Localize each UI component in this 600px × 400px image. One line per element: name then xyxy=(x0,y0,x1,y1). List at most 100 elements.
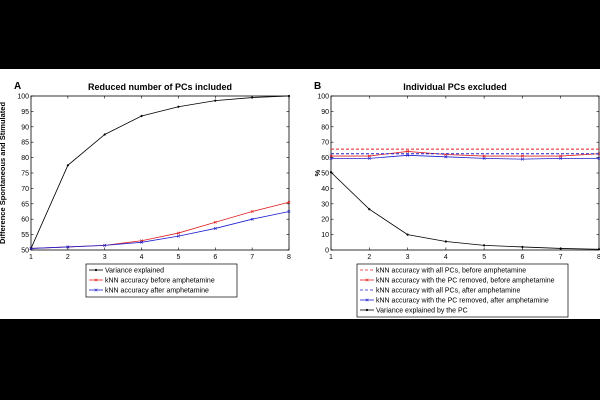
data-point xyxy=(482,154,486,158)
data-point xyxy=(444,240,447,243)
data-point xyxy=(250,217,254,221)
legend-marker xyxy=(365,298,369,302)
marker-stroke xyxy=(520,154,524,158)
marker-stroke xyxy=(406,153,410,157)
data-point xyxy=(559,154,563,158)
data-point xyxy=(213,226,217,230)
legend-label: Variance explained by the PC xyxy=(376,308,468,315)
legend-marker xyxy=(365,278,369,282)
axes-box xyxy=(330,95,600,251)
data-point xyxy=(213,220,217,224)
series-line xyxy=(330,171,600,250)
y-tick-label: 50 xyxy=(321,171,329,178)
x-tick-label: 1 xyxy=(329,254,333,261)
x-tick-label: 1 xyxy=(29,254,33,261)
chart-title: Individual PCs excluded xyxy=(403,82,507,92)
y-tick-label: 10 xyxy=(321,232,329,239)
legend-label: Variance explained xyxy=(105,268,164,275)
legend-marker xyxy=(94,268,98,272)
marker-stroke xyxy=(329,156,333,160)
x-tick-label: 2 xyxy=(367,254,371,261)
data-point xyxy=(368,208,371,211)
legend-label: kNN accuracy with the PC removed, before… xyxy=(376,278,555,285)
legend-marker xyxy=(365,308,369,312)
x-tick-label: 4 xyxy=(140,254,144,261)
data-point xyxy=(103,243,107,247)
x-tick-label: 6 xyxy=(520,254,524,261)
marker-stroke xyxy=(213,226,217,230)
series-1 xyxy=(29,94,291,250)
marker-stroke xyxy=(140,240,144,244)
y-tick-label: 55 xyxy=(21,232,29,239)
x-tick-label: 7 xyxy=(250,254,254,261)
x-tick-label: 4 xyxy=(444,254,448,261)
data-point xyxy=(214,99,217,102)
data-point xyxy=(406,233,409,236)
x-tick-label: 3 xyxy=(103,254,107,261)
x-tick-label: 8 xyxy=(287,254,291,261)
series-2 xyxy=(29,200,291,250)
data-point xyxy=(444,155,448,159)
y-tick-label: 100 xyxy=(17,94,29,101)
series-line xyxy=(30,95,290,249)
marker-stroke xyxy=(250,209,254,214)
y-tick-label: 75 xyxy=(21,171,29,178)
legend-label: kNN accuracy with the PC removed, after … xyxy=(376,298,549,305)
marker-stroke xyxy=(29,246,33,250)
x-tick-label: 3 xyxy=(406,254,410,261)
y-tick-label: 20 xyxy=(321,217,329,224)
y-tick-label: 70 xyxy=(321,140,329,147)
panel-letter: A xyxy=(14,81,21,92)
data-point xyxy=(176,231,180,235)
y-tick-label: 50 xyxy=(21,248,29,255)
y-axis-label: % xyxy=(313,169,322,176)
data-point xyxy=(251,96,254,99)
data-point xyxy=(287,200,291,204)
data-point xyxy=(559,247,562,250)
y-tick-label: 100 xyxy=(317,94,329,101)
data-point xyxy=(103,133,106,136)
series-2 xyxy=(329,149,600,158)
legend-marker xyxy=(94,288,98,292)
marker-stroke xyxy=(287,200,291,204)
marker-stroke xyxy=(367,154,371,158)
x-tick-label: 8 xyxy=(597,254,600,261)
data-point xyxy=(367,156,371,160)
panel-letter: B xyxy=(314,81,321,92)
series-4 xyxy=(329,153,600,161)
marker-stroke xyxy=(329,154,333,158)
legend-box xyxy=(356,263,569,318)
series-line xyxy=(30,201,290,249)
y-tick-label: 65 xyxy=(21,201,29,208)
marker-stroke xyxy=(66,245,70,249)
marker-stroke xyxy=(482,156,486,160)
data-point xyxy=(66,164,69,167)
data-point xyxy=(177,105,180,108)
series-line xyxy=(331,151,600,157)
marker-stroke xyxy=(444,155,448,159)
data-point xyxy=(287,209,291,214)
series-5 xyxy=(329,171,600,251)
data-point xyxy=(140,240,144,244)
data-point xyxy=(29,246,33,250)
y-tick-label: 90 xyxy=(21,124,29,131)
marker-stroke xyxy=(250,217,254,221)
data-point xyxy=(287,94,291,98)
y-tick-label: 70 xyxy=(21,186,29,193)
marker-stroke xyxy=(367,156,371,160)
axes-box xyxy=(30,95,290,251)
data-point xyxy=(367,154,371,158)
data-point xyxy=(329,156,333,160)
legend-label: kNN accuracy before amphetamine xyxy=(105,278,215,285)
data-point xyxy=(250,209,254,214)
marker-stroke xyxy=(406,149,410,153)
y-tick-label: 85 xyxy=(21,140,29,147)
y-tick-label: 80 xyxy=(321,124,329,131)
legend-label: kNN accuracy with all PCs, before amphet… xyxy=(376,268,526,275)
chart-title: Reduced number of PCs included xyxy=(88,82,232,92)
marker-stroke xyxy=(559,156,563,160)
x-tick-label: 6 xyxy=(213,254,217,261)
y-tick-label: 40 xyxy=(321,186,329,193)
marker-stroke xyxy=(520,157,524,161)
